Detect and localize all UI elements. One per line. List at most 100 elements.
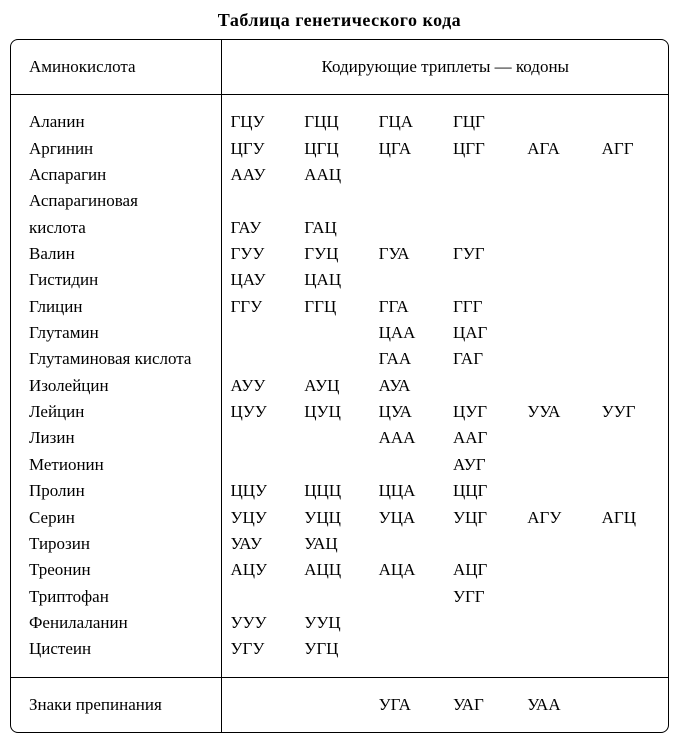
codon-cell: УУГ (594, 399, 668, 425)
table-row: АргининЦГУЦГЦЦГАЦГГАГААГГ (11, 136, 668, 162)
table-row: ТреонинАЦУАЦЦАЦААЦГ (11, 557, 668, 583)
codon-cell (222, 692, 296, 718)
codon-cell: ГЦА (371, 109, 445, 135)
codon-cell (519, 636, 593, 662)
page-title: Таблица генетического кода (10, 10, 669, 31)
amino-cell: Гистидин (11, 267, 222, 293)
codon-cell: ГУУ (222, 241, 296, 267)
header-codons: Кодирующие триплеты — кодоны (222, 40, 668, 95)
codon-cell (445, 373, 519, 399)
codon-cell (594, 373, 668, 399)
codon-cell: ЦЦУ (222, 478, 296, 504)
codon-cell: ААУ (222, 162, 296, 188)
codon-cell: УГГ (445, 584, 519, 610)
codon-cell (594, 478, 668, 504)
codon-cell (594, 557, 668, 583)
codon-cell (594, 294, 668, 320)
codon-cell: АУА (371, 373, 445, 399)
codon-cell (594, 241, 668, 267)
codon-cell: ГУГ (445, 241, 519, 267)
codon-cell: ЦГУ (222, 136, 296, 162)
codon-cell: АГЦ (594, 505, 668, 531)
codon-cell: ГАУ (222, 215, 296, 241)
codon-cell (519, 531, 593, 557)
codon-cell (445, 215, 519, 241)
header-row: Аминокислота Кодирующие триплеты — кодон… (11, 40, 668, 95)
separator-row (11, 677, 668, 692)
amino-cell: Метионин (11, 452, 222, 478)
table-row: СеринУЦУУЦЦУЦАУЦГАГУАГЦ (11, 505, 668, 531)
codon-cell: УАА (519, 692, 593, 718)
codon-cell: ЦЦЦ (296, 478, 370, 504)
codon-cell: АЦА (371, 557, 445, 583)
codon-cell (519, 584, 593, 610)
codon-cell (519, 215, 593, 241)
table-row: Глутаминовая кислотаГААГАГ (11, 346, 668, 372)
table-row: ФенилаланинУУУУУЦ (11, 610, 668, 636)
genetic-code-table: Аминокислота Кодирующие триплеты — кодон… (11, 40, 668, 732)
codon-cell: ЦАГ (445, 320, 519, 346)
codon-cell (445, 162, 519, 188)
codon-cell: АЦУ (222, 557, 296, 583)
codon-cell (594, 636, 668, 662)
codon-cell: ГАА (371, 346, 445, 372)
codon-cell: ЦЦА (371, 478, 445, 504)
codon-cell: АГГ (594, 136, 668, 162)
codon-cell (222, 320, 296, 346)
codon-cell (519, 346, 593, 372)
codon-cell (296, 346, 370, 372)
codon-cell (519, 109, 593, 135)
codon-cell (594, 188, 668, 214)
codon-cell: ЦУА (371, 399, 445, 425)
codon-cell (371, 162, 445, 188)
codon-cell (445, 188, 519, 214)
codon-cell: УАЦ (296, 531, 370, 557)
table-row: ВалинГУУГУЦГУАГУГ (11, 241, 668, 267)
codon-cell (594, 531, 668, 557)
codon-cell: ААА (371, 425, 445, 451)
amino-cell: Триптофан (11, 584, 222, 610)
codon-cell (519, 478, 593, 504)
amino-cell: Глутамин (11, 320, 222, 346)
codon-cell: ААЦ (296, 162, 370, 188)
codon-cell: ГГЦ (296, 294, 370, 320)
amino-cell: Знаки препинания (11, 692, 222, 718)
codon-cell: ГУА (371, 241, 445, 267)
amino-cell: Треонин (11, 557, 222, 583)
codon-cell (519, 162, 593, 188)
codon-cell (594, 584, 668, 610)
codon-cell: АЦЦ (296, 557, 370, 583)
codon-cell: УУЦ (296, 610, 370, 636)
codon-cell (519, 188, 593, 214)
codon-cell: ЦАУ (222, 267, 296, 293)
amino-cell: Аланин (11, 109, 222, 135)
codon-cell (519, 267, 593, 293)
codon-cell (371, 267, 445, 293)
table-row: ГистидинЦАУЦАЦ (11, 267, 668, 293)
codon-cell: АГА (519, 136, 593, 162)
table-row: ТирозинУАУУАЦ (11, 531, 668, 557)
header-amino: Аминокислота (11, 40, 222, 95)
table-row: Аспарагиновая (11, 188, 668, 214)
amino-cell: Изолейцин (11, 373, 222, 399)
codon-cell (445, 636, 519, 662)
codon-cell: ЦГЦ (296, 136, 370, 162)
amino-cell: Серин (11, 505, 222, 531)
codon-cell: АУЦ (296, 373, 370, 399)
table-row: кислотаГАУГАЦ (11, 215, 668, 241)
codon-cell: ЦУГ (445, 399, 519, 425)
codon-cell: УУА (519, 399, 593, 425)
codon-cell (296, 425, 370, 451)
table-row: ГлутаминЦААЦАГ (11, 320, 668, 346)
codon-cell (371, 531, 445, 557)
codon-cell (594, 610, 668, 636)
codon-cell: УЦЦ (296, 505, 370, 531)
table-frame: Аминокислота Кодирующие триплеты — кодон… (10, 39, 669, 733)
codon-cell (296, 320, 370, 346)
spacer-row (11, 95, 668, 110)
codon-cell: ЦАЦ (296, 267, 370, 293)
codon-cell (222, 346, 296, 372)
codon-cell: УАГ (445, 692, 519, 718)
spacer-row (11, 718, 668, 732)
codon-cell: УЦУ (222, 505, 296, 531)
